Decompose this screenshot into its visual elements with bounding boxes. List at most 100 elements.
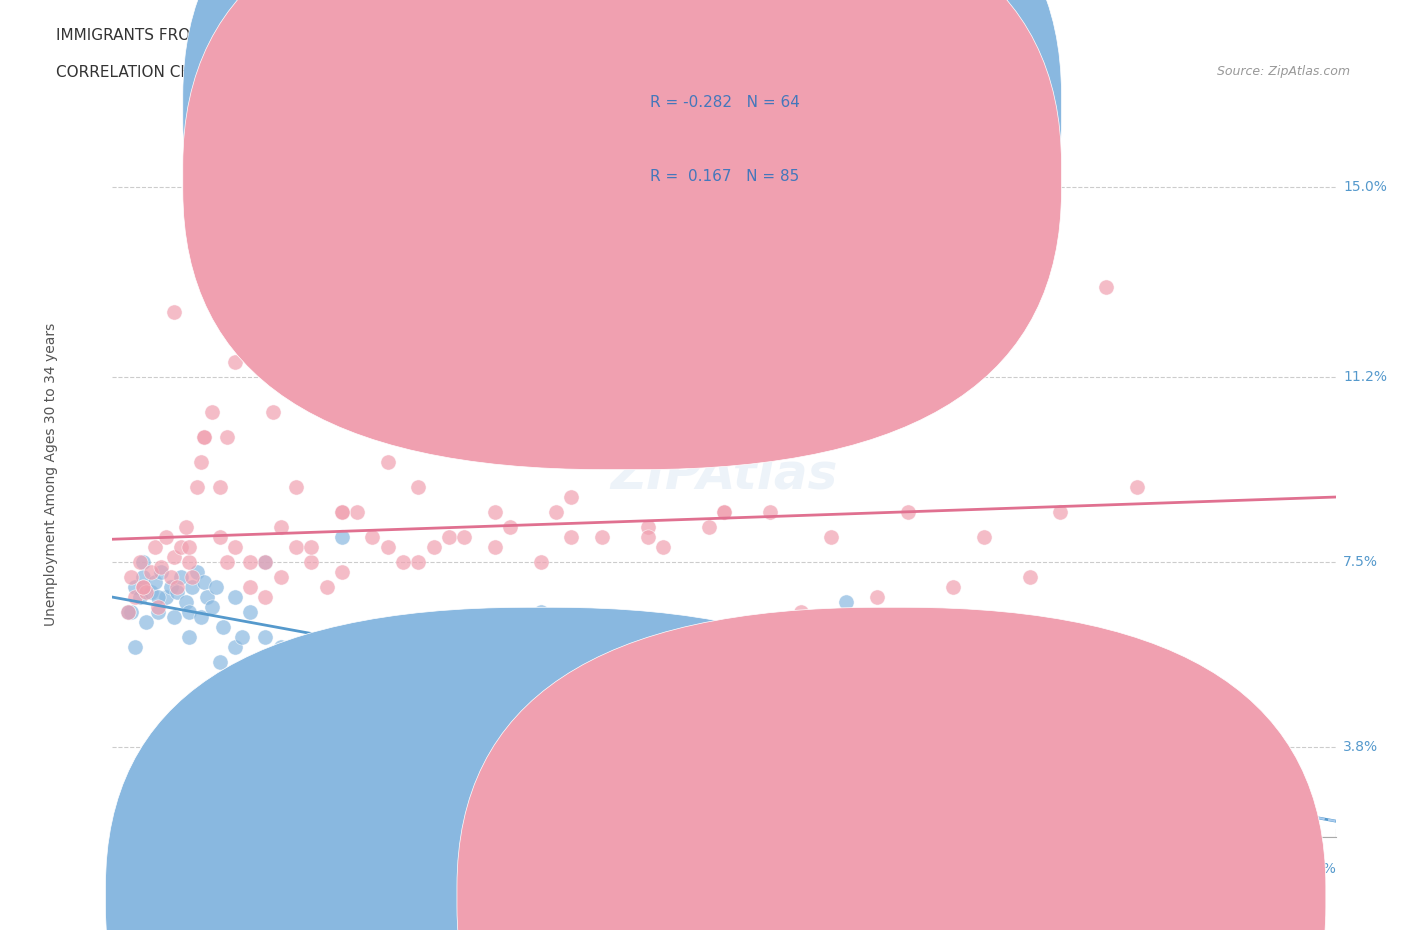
Point [315, 644, 337, 659]
Point [408, 705, 430, 720]
Point [377, 539, 399, 554]
Point [560, 529, 582, 544]
Point [270, 569, 292, 584]
Point [652, 539, 675, 554]
Point [330, 504, 353, 519]
Point [208, 529, 231, 544]
Point [1018, 569, 1040, 584]
Point [942, 579, 965, 594]
Point [789, 724, 811, 739]
Point [866, 739, 889, 754]
Point [148, 604, 170, 619]
Point [190, 609, 212, 624]
Text: 80.0%: 80.0% [1292, 862, 1336, 876]
Point [468, 705, 491, 720]
Point [377, 455, 399, 470]
Point [132, 579, 155, 594]
Point [835, 594, 858, 609]
Point [117, 604, 139, 619]
Point [135, 615, 157, 630]
Point [453, 529, 475, 544]
Point [174, 519, 197, 534]
Point [177, 630, 200, 644]
Point [308, 379, 330, 394]
Point [224, 354, 246, 369]
Text: ▪  Central Americans: ▪ Central Americans [886, 893, 1032, 907]
Text: ▪  Immigrants from South Eastern Asia: ▪ Immigrants from South Eastern Asia [534, 893, 804, 907]
Point [211, 619, 233, 634]
Point [973, 529, 995, 544]
Point [190, 455, 212, 470]
Point [284, 539, 308, 554]
Point [408, 554, 430, 569]
Point [181, 579, 204, 594]
Point [299, 649, 322, 664]
Text: 3.8%: 3.8% [1343, 740, 1378, 754]
Point [866, 590, 889, 604]
Point [224, 640, 246, 655]
Point [484, 539, 506, 554]
Point [163, 304, 186, 319]
Point [139, 565, 162, 579]
Point [499, 699, 522, 714]
Point [159, 569, 181, 584]
Point [166, 584, 188, 599]
Point [529, 714, 551, 729]
Point [124, 590, 146, 604]
Point [135, 584, 157, 599]
Point [201, 405, 224, 419]
Text: 0.0%: 0.0% [112, 862, 148, 876]
Point [254, 554, 277, 569]
Text: ZIPAtlas: ZIPAtlas [610, 450, 838, 498]
Point [186, 479, 208, 494]
Text: Unemployment Among Ages 30 to 34 years: Unemployment Among Ages 30 to 34 years [45, 323, 58, 626]
Point [177, 554, 200, 569]
Point [143, 539, 166, 554]
Point [155, 529, 177, 544]
Point [330, 565, 353, 579]
Point [239, 554, 262, 569]
Point [181, 569, 204, 584]
Point [560, 720, 582, 735]
Point [315, 579, 337, 594]
Point [155, 590, 177, 604]
Point [377, 689, 399, 704]
Point [208, 655, 231, 670]
Point [408, 479, 430, 494]
Point [231, 630, 253, 644]
Point [239, 604, 262, 619]
Point [1049, 504, 1071, 519]
Point [254, 630, 277, 644]
Point [239, 579, 262, 594]
Point [195, 590, 218, 604]
Point [262, 405, 284, 419]
Point [120, 569, 142, 584]
Point [148, 590, 170, 604]
Point [148, 804, 170, 819]
Point [124, 579, 146, 594]
Point [346, 504, 368, 519]
Point [177, 604, 200, 619]
Point [637, 529, 659, 544]
Point [193, 430, 215, 445]
Point [1126, 479, 1149, 494]
Point [361, 529, 384, 544]
Point [544, 504, 567, 519]
Point [1018, 739, 1040, 754]
Point [942, 729, 965, 744]
Point [129, 590, 152, 604]
Text: Immigrants from South Eastern Asia: Immigrants from South Eastern Asia [553, 889, 804, 904]
Text: 15.0%: 15.0% [1343, 179, 1388, 193]
Point [143, 575, 166, 590]
Point [150, 560, 173, 575]
Point [437, 695, 460, 710]
Point [560, 489, 582, 504]
Point [637, 729, 659, 744]
Point [186, 565, 208, 579]
Point [330, 659, 353, 674]
Point [148, 600, 170, 615]
Point [120, 604, 142, 619]
Point [132, 569, 155, 584]
Point [254, 590, 277, 604]
Point [205, 579, 228, 594]
